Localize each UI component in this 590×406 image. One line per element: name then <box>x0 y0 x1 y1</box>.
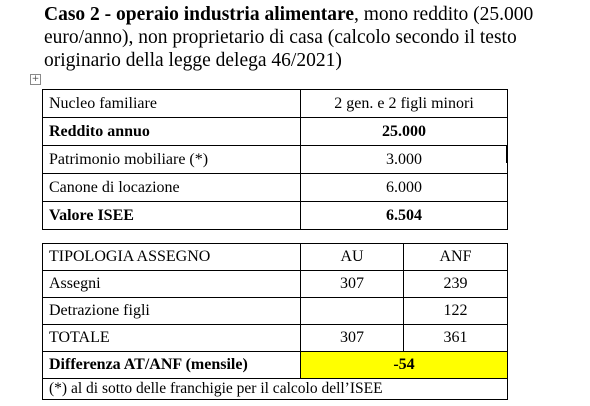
table-row: TOTALE 307 361 <box>43 325 508 352</box>
difference-value: -54 <box>301 352 508 379</box>
row-value: 25.000 <box>301 118 508 146</box>
header-label: TIPOLOGIA ASSEGNO <box>43 244 301 271</box>
difference-row: Differenza AT/ANF (mensile) -54 <box>43 352 508 379</box>
row-label: Canone di locazione <box>43 174 301 202</box>
header-anf: ANF <box>404 244 508 271</box>
table-header-row: TIPOLOGIA ASSEGNO AU ANF <box>43 244 508 271</box>
row-au: 307 <box>301 325 404 352</box>
row-value: 6.000 <box>301 174 508 202</box>
row-au: 307 <box>301 271 404 298</box>
table-row: Valore ISEE 6.504 <box>43 202 508 230</box>
table-row: Detrazione figli 122 <box>43 298 508 325</box>
row-label: Valore ISEE <box>43 202 301 230</box>
table-row: Reddito annuo 25.000 <box>43 118 508 146</box>
row-anf: 361 <box>404 325 508 352</box>
difference-label: Differenza AT/ANF (mensile) <box>43 352 301 379</box>
table-row: Patrimonio mobiliare (*) 3.000 <box>43 146 508 174</box>
row-label: Nucleo familiare <box>43 90 301 118</box>
intro-bold: Caso 2 - operaio industria alimentare <box>44 4 354 25</box>
note-row: (*) al di sotto delle franchigie per il … <box>43 379 508 400</box>
row-label: Assegni <box>43 271 301 298</box>
row-label: Reddito annuo <box>43 118 301 146</box>
row-au <box>301 298 404 325</box>
row-value: 6.504 <box>301 202 508 230</box>
allowance-table: TIPOLOGIA ASSEGNO AU ANF Assegni 307 239… <box>42 243 508 400</box>
row-anf: 239 <box>404 271 508 298</box>
household-table: Nucleo familiare 2 gen. e 2 figli minori… <box>42 89 508 230</box>
text-cursor <box>506 145 507 163</box>
table-row: Nucleo familiare 2 gen. e 2 figli minori <box>43 90 508 118</box>
table-row: Canone di locazione 6.000 <box>43 174 508 202</box>
row-label: TOTALE <box>43 325 301 352</box>
table-move-handle-icon[interactable]: + <box>30 74 41 85</box>
row-value: 3.000 <box>301 146 508 174</box>
footnote: (*) al di sotto delle franchigie per il … <box>43 379 508 400</box>
row-label: Patrimonio mobiliare (*) <box>43 146 301 174</box>
header-au: AU <box>301 244 404 271</box>
intro-paragraph: Caso 2 - operaio industria alimentare, m… <box>44 3 584 72</box>
row-label: Detrazione figli <box>43 298 301 325</box>
row-anf: 122 <box>404 298 508 325</box>
row-value: 2 gen. e 2 figli minori <box>301 90 508 118</box>
table-row: Assegni 307 239 <box>43 271 508 298</box>
